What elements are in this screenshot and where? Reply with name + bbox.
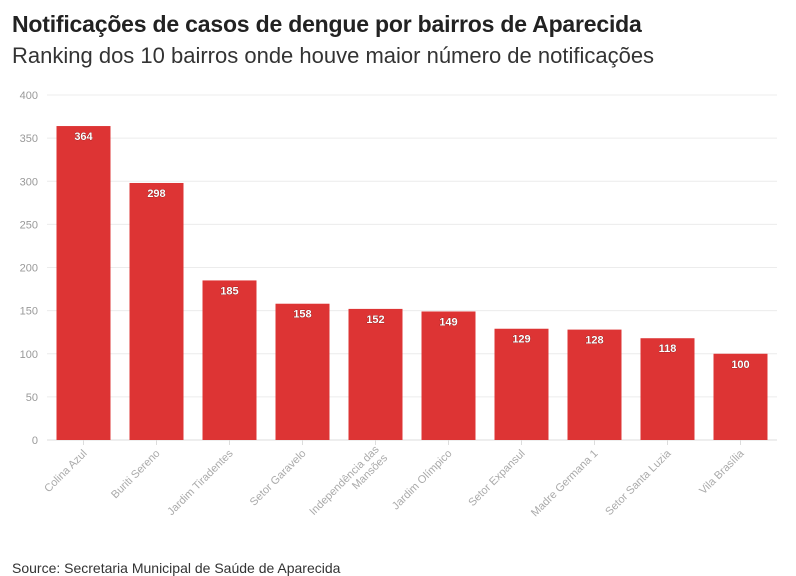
x-tick-label: Vila Brasília: [697, 447, 747, 497]
data-label: 118: [659, 343, 677, 355]
y-tick-label: 150: [20, 306, 38, 318]
bar: [713, 353, 768, 440]
x-tick-label: Setor Garavelo: [248, 448, 309, 509]
data-label: 158: [293, 309, 311, 321]
source-note: Source: Secretaria Municipal de Saúde de…: [12, 560, 341, 576]
data-label: 185: [220, 285, 238, 297]
bar: [348, 308, 403, 440]
bar: [640, 338, 695, 440]
y-tick-label: 200: [20, 263, 38, 275]
x-tick-label: Independência dasMansões: [307, 443, 390, 526]
y-tick-label: 100: [20, 349, 38, 361]
x-tick-label: Setor Expansul: [466, 448, 527, 509]
chart-title: Notificações de casos de dengue por bair…: [12, 11, 642, 37]
data-label: 149: [439, 316, 457, 328]
x-tick-label: Jardim Tiradentes: [165, 447, 236, 518]
data-label: 100: [731, 359, 749, 371]
data-label: 298: [147, 188, 165, 200]
bar: [129, 182, 184, 440]
bar: [494, 328, 549, 440]
y-tick-label: 0: [32, 435, 38, 447]
bar: [421, 311, 476, 440]
y-tick-label: 400: [20, 90, 38, 102]
data-label: 128: [585, 335, 603, 347]
y-tick-label: 50: [26, 392, 38, 404]
bar: [56, 126, 111, 441]
y-tick-label: 250: [20, 219, 38, 231]
bar: [202, 280, 257, 440]
y-tick-label: 300: [20, 176, 38, 188]
data-label: 152: [366, 314, 384, 326]
x-tick-label: Setor Santa Luzia: [603, 447, 674, 518]
x-tick-label: Jardim Olímpico: [390, 448, 455, 513]
y-tick-label: 350: [20, 133, 38, 145]
chart-subtitle: Ranking dos 10 bairros onde houve maior …: [12, 43, 655, 68]
x-tick-label: Colina Azul: [42, 448, 89, 495]
data-label: 129: [512, 334, 530, 346]
bar: [275, 303, 330, 440]
bar-chart: 0 50 100 150 200 250 300 350 400 364 Colina Azul 29…: [20, 90, 777, 526]
data-label: 364: [74, 131, 93, 143]
x-tick-label: Madre Germana 1: [529, 448, 601, 520]
bar: [567, 329, 622, 440]
x-tick-label: Buriti Sereno: [109, 448, 162, 501]
